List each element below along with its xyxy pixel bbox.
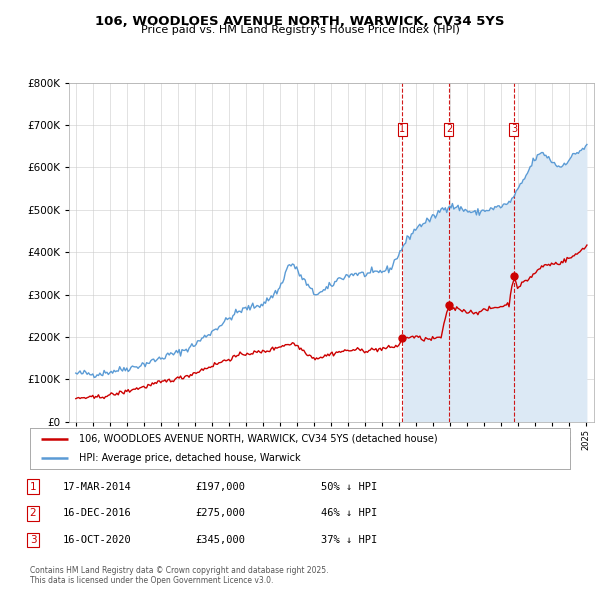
Text: 2: 2 [446, 124, 452, 135]
Text: 2: 2 [29, 509, 37, 518]
Text: 106, WOODLOES AVENUE NORTH, WARWICK, CV34 5YS: 106, WOODLOES AVENUE NORTH, WARWICK, CV3… [95, 15, 505, 28]
Text: 1: 1 [399, 124, 405, 135]
Text: £345,000: £345,000 [195, 535, 245, 545]
Text: 17-MAR-2014: 17-MAR-2014 [63, 482, 132, 491]
Text: HPI: Average price, detached house, Warwick: HPI: Average price, detached house, Warw… [79, 453, 300, 463]
Text: Price paid vs. HM Land Registry's House Price Index (HPI): Price paid vs. HM Land Registry's House … [140, 25, 460, 35]
Text: £197,000: £197,000 [195, 482, 245, 491]
Text: 37% ↓ HPI: 37% ↓ HPI [321, 535, 377, 545]
Text: Contains HM Land Registry data © Crown copyright and database right 2025.
This d: Contains HM Land Registry data © Crown c… [30, 566, 329, 585]
Text: 1: 1 [29, 482, 37, 491]
Text: 16-OCT-2020: 16-OCT-2020 [63, 535, 132, 545]
Text: 106, WOODLOES AVENUE NORTH, WARWICK, CV34 5YS (detached house): 106, WOODLOES AVENUE NORTH, WARWICK, CV3… [79, 434, 437, 444]
Text: £275,000: £275,000 [195, 509, 245, 518]
Text: 50% ↓ HPI: 50% ↓ HPI [321, 482, 377, 491]
Text: 3: 3 [29, 535, 37, 545]
Text: 3: 3 [511, 124, 517, 135]
Text: 16-DEC-2016: 16-DEC-2016 [63, 509, 132, 518]
Text: 46% ↓ HPI: 46% ↓ HPI [321, 509, 377, 518]
